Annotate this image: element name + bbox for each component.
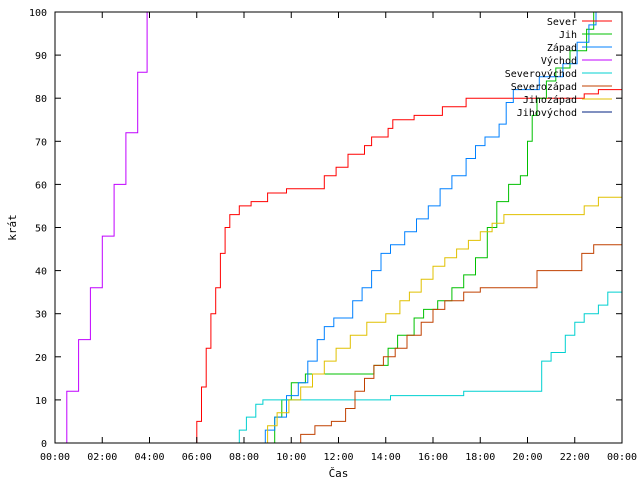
x-tick-label: 00:00 — [40, 452, 70, 463]
legend-label: Jihozápad — [523, 94, 577, 106]
ticks-layer: 0 10 20 30 40 50 60 70 80 90 100 00:00 02:00 04:00 06:… — [29, 8, 637, 463]
x-axis-label: Čas — [329, 467, 349, 480]
series-line-0 — [192, 81, 622, 443]
legend-label: Jih — [559, 30, 577, 41]
y-tick-label: 40 — [35, 267, 47, 278]
x-tick-label: 22:00 — [560, 452, 590, 463]
x-tick-label: 04:00 — [134, 452, 164, 463]
legend-label: Severovýchod — [505, 68, 577, 80]
y-tick-label: 50 — [35, 224, 47, 235]
y-tick-label: 20 — [35, 353, 47, 364]
x-tick-label: 06:00 — [182, 452, 212, 463]
x-tick-label: 08:00 — [229, 452, 259, 463]
y-tick-label: 30 — [35, 310, 47, 321]
legend-label: Východ — [541, 55, 577, 67]
series-line-4 — [234, 287, 622, 443]
series-line-2 — [258, 12, 597, 443]
x-tick-label: 20:00 — [512, 452, 542, 463]
y-tick-label: 60 — [35, 180, 47, 191]
x-tick-label: 00:00 — [607, 452, 637, 463]
x-tick-label: 02:00 — [87, 452, 117, 463]
series-layer — [55, 12, 622, 443]
x-tick-label: 12:00 — [323, 452, 353, 463]
y-tick-label: 0 — [41, 439, 47, 450]
legend: Sever JihZápadVýchodSeverovýchodSeverozáp… — [505, 17, 612, 119]
series-line-3 — [55, 12, 148, 443]
x-tick-label: 10:00 — [276, 452, 306, 463]
y-tick-label: 100 — [29, 8, 47, 19]
y-tick-label: 80 — [35, 94, 47, 105]
legend-label: Jihovýchod — [517, 107, 577, 119]
y-axis-label: krát — [6, 214, 19, 241]
x-tick-label: 18:00 — [465, 452, 495, 463]
series-line-1 — [267, 12, 595, 443]
series-line-5 — [293, 244, 622, 443]
legend-label: Severozápad — [511, 81, 577, 93]
legend-label: Sever — [547, 17, 577, 28]
x-tick-label: 16:00 — [418, 452, 448, 463]
x-tick-label: 14:00 — [371, 452, 401, 463]
y-tick-label: 70 — [35, 137, 47, 148]
y-tick-label: 90 — [35, 51, 47, 62]
series-line-6 — [260, 196, 622, 443]
legend-label: Západ — [547, 42, 577, 54]
y-tick-label: 10 — [35, 396, 47, 407]
